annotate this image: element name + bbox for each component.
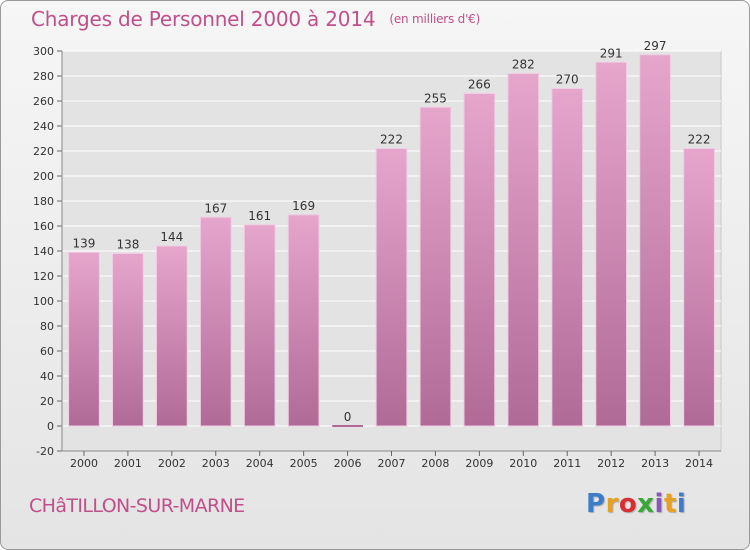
bar-2011 <box>551 88 584 427</box>
data-label: 282 <box>512 58 535 72</box>
x-tick-label: 2009 <box>465 457 493 470</box>
y-tick-label: -20 <box>36 445 54 458</box>
y-tick-label: 100 <box>33 295 54 308</box>
data-label: 297 <box>644 39 667 53</box>
y-tick-label: 80 <box>40 320 54 333</box>
place-name: CHâTILLON-SUR-MARNE <box>29 495 245 517</box>
x-tick-label: 2005 <box>290 457 318 470</box>
data-label: 222 <box>688 133 711 147</box>
data-label: 169 <box>292 199 315 213</box>
proxiti-logo: Proxiti <box>586 489 687 519</box>
y-tick-label: 160 <box>33 220 54 233</box>
x-tick-label: 2006 <box>334 457 362 470</box>
chart-unit: (en milliers d'€) <box>389 12 481 26</box>
bar-2004 <box>243 224 276 427</box>
bar-2002 <box>155 245 188 427</box>
x-axis: 2000 2001 2002 2003 2004 2005 2006 2007 2008 2009… <box>62 450 721 470</box>
y-axis: -20 0 20 40 60 80 100 120 140 160 180 200 220 240 260 2… <box>33 45 63 458</box>
data-label: 138 <box>116 238 139 252</box>
y-tick-label: 40 <box>40 370 54 383</box>
data-label: 0 <box>344 410 352 424</box>
data-label: 144 <box>160 230 183 244</box>
y-tick-label: 300 <box>33 45 54 58</box>
data-label: 222 <box>380 133 403 147</box>
bars <box>68 54 715 427</box>
x-tick-label: 2008 <box>421 457 449 470</box>
data-label: 161 <box>248 209 271 223</box>
chart-title: Charges de Personnel 2000 à 2014 (en mill… <box>31 7 480 31</box>
bar-2013 <box>639 54 671 427</box>
x-tick-label: 2014 <box>685 457 713 470</box>
y-tick-label: 140 <box>33 245 54 258</box>
x-tick-label: 2002 <box>158 457 186 470</box>
data-label: 291 <box>600 46 623 60</box>
y-tick-label: 180 <box>33 195 54 208</box>
x-tick-label: 2007 <box>378 457 406 470</box>
y-tick-label: 260 <box>33 95 54 108</box>
x-tick-label: 2011 <box>553 457 581 470</box>
x-tick-label: 2000 <box>70 457 98 470</box>
chart-title-text: Charges de Personnel 2000 à 2014 <box>31 7 376 31</box>
bar-2003 <box>199 216 232 427</box>
bar-2008 <box>419 106 452 427</box>
bar-2009 <box>463 93 496 427</box>
y-tick-label: 60 <box>40 345 54 358</box>
bar-2007 <box>375 148 408 427</box>
bar-2010 <box>507 73 540 427</box>
y-tick-label: 200 <box>33 170 54 183</box>
bar-2001 <box>112 253 144 427</box>
data-label: 266 <box>468 78 491 92</box>
data-label: 255 <box>424 91 447 105</box>
x-tick-label: 2001 <box>114 457 142 470</box>
x-tick-label: 2012 <box>597 457 625 470</box>
x-tick-label: 2013 <box>641 457 669 470</box>
y-tick-label: 220 <box>33 145 54 158</box>
x-tick-label: 2010 <box>509 457 537 470</box>
bar-2005 <box>287 214 320 427</box>
data-label: 270 <box>556 73 579 87</box>
y-tick-label: 280 <box>33 70 54 83</box>
y-tick-label: 120 <box>33 270 54 283</box>
data-labels: 139 138 144 167 161 169 0 222 255 266 282 270 291 297… <box>73 39 711 424</box>
bar-2014 <box>683 148 715 427</box>
y-tick-label: 20 <box>40 395 54 408</box>
y-tick-label: 240 <box>33 120 54 133</box>
bar-2000 <box>68 251 100 427</box>
x-tick-label: 2004 <box>246 457 274 470</box>
y-tick-label: 0 <box>47 420 54 433</box>
bar-2012 <box>595 61 628 427</box>
data-label: 139 <box>73 236 96 250</box>
x-tick-label: 2003 <box>202 457 230 470</box>
data-label: 167 <box>204 201 227 215</box>
